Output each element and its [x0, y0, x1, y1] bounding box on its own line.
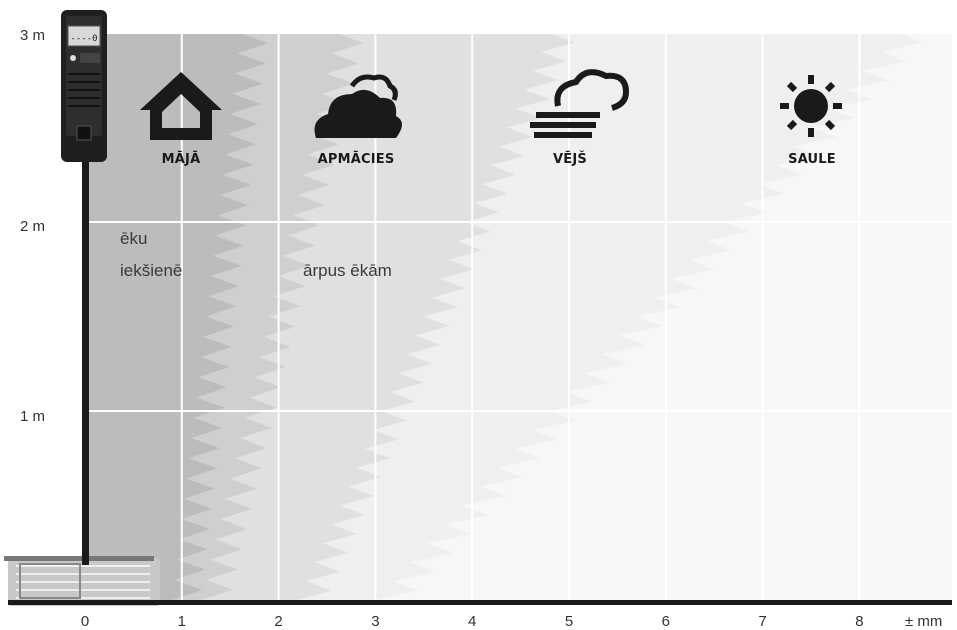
condition-label-sun: SAULE	[788, 152, 836, 167]
x-tick-label: 0	[81, 613, 89, 630]
x-tick-label: 5	[565, 613, 573, 630]
accuracy-bands	[85, 33, 924, 600]
condition-label-wind: VĒJŠ	[553, 151, 587, 167]
x-axis-line	[8, 600, 952, 605]
wind-cloud-icon	[530, 69, 630, 138]
y-tick-label: 1 m	[20, 408, 45, 425]
device-indicator-light	[70, 55, 76, 61]
x-tick-label: 8	[855, 613, 863, 630]
x-tick-label: 6	[662, 613, 670, 630]
band-indoor	[85, 33, 268, 600]
indoor-label-line1: ēku	[120, 229, 147, 248]
indoor-label-line2: iekšienē	[120, 261, 182, 280]
x-tick-label: 1	[178, 613, 186, 630]
x-tick-label: 7	[758, 613, 766, 630]
x-tick-label: 4	[468, 613, 476, 630]
pole	[82, 140, 89, 565]
condition-label-home: MĀJĀ	[162, 152, 201, 167]
device-button	[80, 53, 100, 63]
cloud-icon	[314, 74, 402, 138]
x-axis-unit: ± mm	[905, 613, 942, 630]
x-tick-labels: 0 1 2 3 4 5 6 7 8	[81, 613, 864, 630]
condition-label-overcast: APMĀCIES	[318, 152, 395, 167]
outdoor-label: ārpus ēkām	[303, 261, 392, 280]
x-tick-label: 3	[371, 613, 379, 630]
x-tick-label: 2	[274, 613, 282, 630]
y-tick-label: 2 m	[20, 218, 45, 235]
device-display: ----0	[70, 34, 97, 44]
y-tick-label: 3 m	[20, 27, 45, 44]
house-icon	[140, 72, 222, 140]
tripod-base	[4, 556, 160, 606]
laser-receiver-device: ----0	[61, 10, 107, 162]
sun-icon	[780, 75, 842, 137]
